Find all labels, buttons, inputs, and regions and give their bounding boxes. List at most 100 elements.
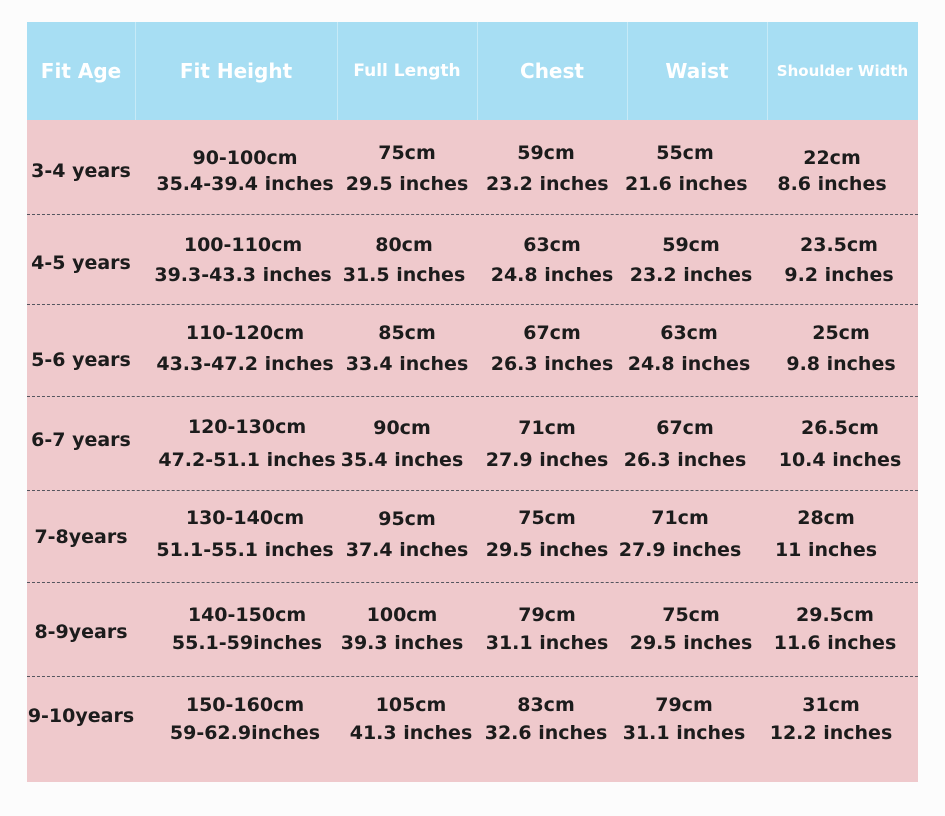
row-divider [27, 396, 918, 397]
height-inches: 35.4-39.4 inches [156, 173, 334, 195]
chest-cell: 71cm 27.9 inches [482, 416, 612, 476]
waist-cell: 71cm 27.9 inches [618, 507, 742, 567]
chest-cm: 63cm [523, 234, 581, 256]
header-divider [477, 22, 478, 120]
chest-cm: 71cm [518, 417, 576, 439]
table-row: 9-10years 150-160cm 59-62.9inches 105cm … [27, 676, 918, 782]
height-inches: 43.3-47.2 inches [156, 353, 334, 375]
waist-cell: 79cm 31.1 inches [622, 694, 746, 754]
header-fit-age: Fit Age [40, 59, 122, 83]
length-cell: 75cm 29.5 inches [345, 140, 469, 200]
header-waist: Waist [665, 59, 729, 83]
header-divider [767, 22, 768, 120]
height-cell: 100-110cm 39.3-43.3 inches [143, 234, 343, 294]
waist-cm: 67cm [656, 417, 714, 439]
shoulder-cm: 31cm [802, 694, 860, 716]
shoulder-inches: 8.6 inches [777, 173, 887, 195]
table-header: Fit Age Fit Height Full Length Chest Wai… [27, 22, 918, 120]
height-inches: 39.3-43.3 inches [154, 264, 332, 286]
chest-cell: 83cm 32.6 inches [481, 694, 611, 754]
chest-cell: 67cm 26.3 inches [487, 322, 617, 382]
height-cell: 130-140cm 51.1-55.1 inches [145, 507, 345, 567]
length-cell: 105cm 41.3 inches [349, 694, 473, 754]
chest-inches: 31.1 inches [485, 632, 609, 654]
chest-cm: 75cm [518, 507, 576, 529]
height-cm: 110-120cm [185, 322, 305, 344]
length-cell: 80cm 31.5 inches [342, 234, 466, 294]
shoulder-cell: 28cm 11 inches [764, 507, 888, 567]
shoulder-cell: 31cm 12.2 inches [769, 694, 893, 754]
header-shoulder-width: Shoulder Width [776, 62, 909, 80]
height-cm: 100-110cm [183, 234, 303, 256]
waist-cell: 67cm 26.3 inches [623, 416, 747, 476]
length-inches: 39.3 inches [340, 632, 464, 654]
waist-inches: 21.6 inches [625, 173, 748, 195]
age-cell: 4-5 years [31, 252, 131, 274]
height-cell: 90-100cm 35.4-39.4 inches [145, 145, 345, 205]
shoulder-cell: 22cm 8.6 inches [772, 145, 892, 205]
chest-cm: 67cm [523, 322, 581, 344]
waist-cell: 75cm 29.5 inches [629, 604, 753, 664]
shoulder-cell: 25cm 9.8 inches [781, 322, 901, 382]
length-inches: 37.4 inches [345, 539, 469, 561]
header-divider [627, 22, 628, 120]
waist-inches: 24.8 inches [627, 353, 751, 375]
length-cm: 90cm [373, 417, 431, 439]
length-cm: 105cm [375, 694, 447, 716]
waist-cm: 79cm [655, 694, 713, 716]
shoulder-cm: 26.5cm [801, 417, 879, 439]
age-cell: 9-10years [27, 705, 135, 727]
table-row: 5-6 years 110-120cm 43.3-47.2 inches 85c… [27, 304, 918, 396]
chest-inches: 27.9 inches [485, 449, 609, 471]
waist-cell: 63cm 24.8 inches [627, 322, 751, 382]
waist-inches: 31.1 inches [622, 722, 746, 744]
shoulder-inches: 11 inches [774, 539, 878, 561]
shoulder-inches: 9.8 inches [786, 353, 896, 375]
chest-inches: 29.5 inches [485, 539, 609, 561]
length-cell: 100cm 39.3 inches [340, 604, 464, 664]
waist-inches: 29.5 inches [629, 632, 753, 654]
row-divider [27, 676, 918, 677]
row-divider [27, 214, 918, 215]
length-cell: 85cm 33.4 inches [345, 322, 469, 382]
header-full-length: Full Length [353, 61, 461, 81]
age-cell: 6-7 years [31, 429, 131, 451]
waist-cm: 63cm [660, 322, 718, 344]
height-cm: 130-140cm [185, 507, 305, 529]
row-divider [27, 582, 918, 583]
shoulder-cm: 25cm [812, 322, 870, 344]
height-cm: 90-100cm [192, 147, 298, 169]
length-inches: 41.3 inches [349, 722, 473, 744]
waist-cell: 59cm 23.2 inches [629, 234, 753, 294]
waist-inches: 26.3 inches [623, 449, 747, 471]
height-inches: 55.1-59inches [171, 632, 323, 654]
chest-cell: 75cm 29.5 inches [482, 507, 612, 567]
shoulder-cell: 23.5cm 9.2 inches [779, 234, 899, 294]
shoulder-inches: 12.2 inches [769, 722, 893, 744]
shoulder-inches: 10.4 inches [778, 449, 902, 471]
length-inches: 35.4 inches [340, 449, 464, 471]
chest-inches: 23.2 inches [486, 173, 609, 195]
height-inches: 51.1-55.1 inches [156, 539, 334, 561]
header-fit-height: Fit Height [179, 59, 293, 83]
height-cell: 120-130cm 47.2-51.1 inches [147, 416, 347, 476]
shoulder-cm: 29.5cm [796, 604, 874, 626]
table-row: 3-4 years 90-100cm 35.4-39.4 inches 75cm… [27, 120, 918, 214]
height-inches: 59-62.9inches [169, 722, 321, 744]
table-row: 4-5 years 100-110cm 39.3-43.3 inches 80c… [27, 214, 918, 304]
length-inches: 29.5 inches [345, 173, 469, 195]
age-cell: 3-4 years [31, 160, 131, 182]
length-cm: 75cm [378, 142, 436, 164]
length-cm: 100cm [366, 604, 438, 626]
shoulder-inches: 11.6 inches [773, 632, 897, 654]
waist-cm: 55cm [656, 142, 714, 164]
length-inches: 33.4 inches [345, 353, 469, 375]
header-chest: Chest [520, 59, 584, 83]
table-row: 8-9years 140-150cm 55.1-59inches 100cm 3… [27, 582, 918, 676]
chest-cell: 79cm 31.1 inches [482, 604, 612, 664]
header-divider [337, 22, 338, 120]
row-divider [27, 304, 918, 305]
length-cell: 95cm 37.4 inches [345, 507, 469, 567]
height-cell: 110-120cm 43.3-47.2 inches [145, 322, 345, 382]
height-cm: 140-150cm [187, 604, 307, 626]
